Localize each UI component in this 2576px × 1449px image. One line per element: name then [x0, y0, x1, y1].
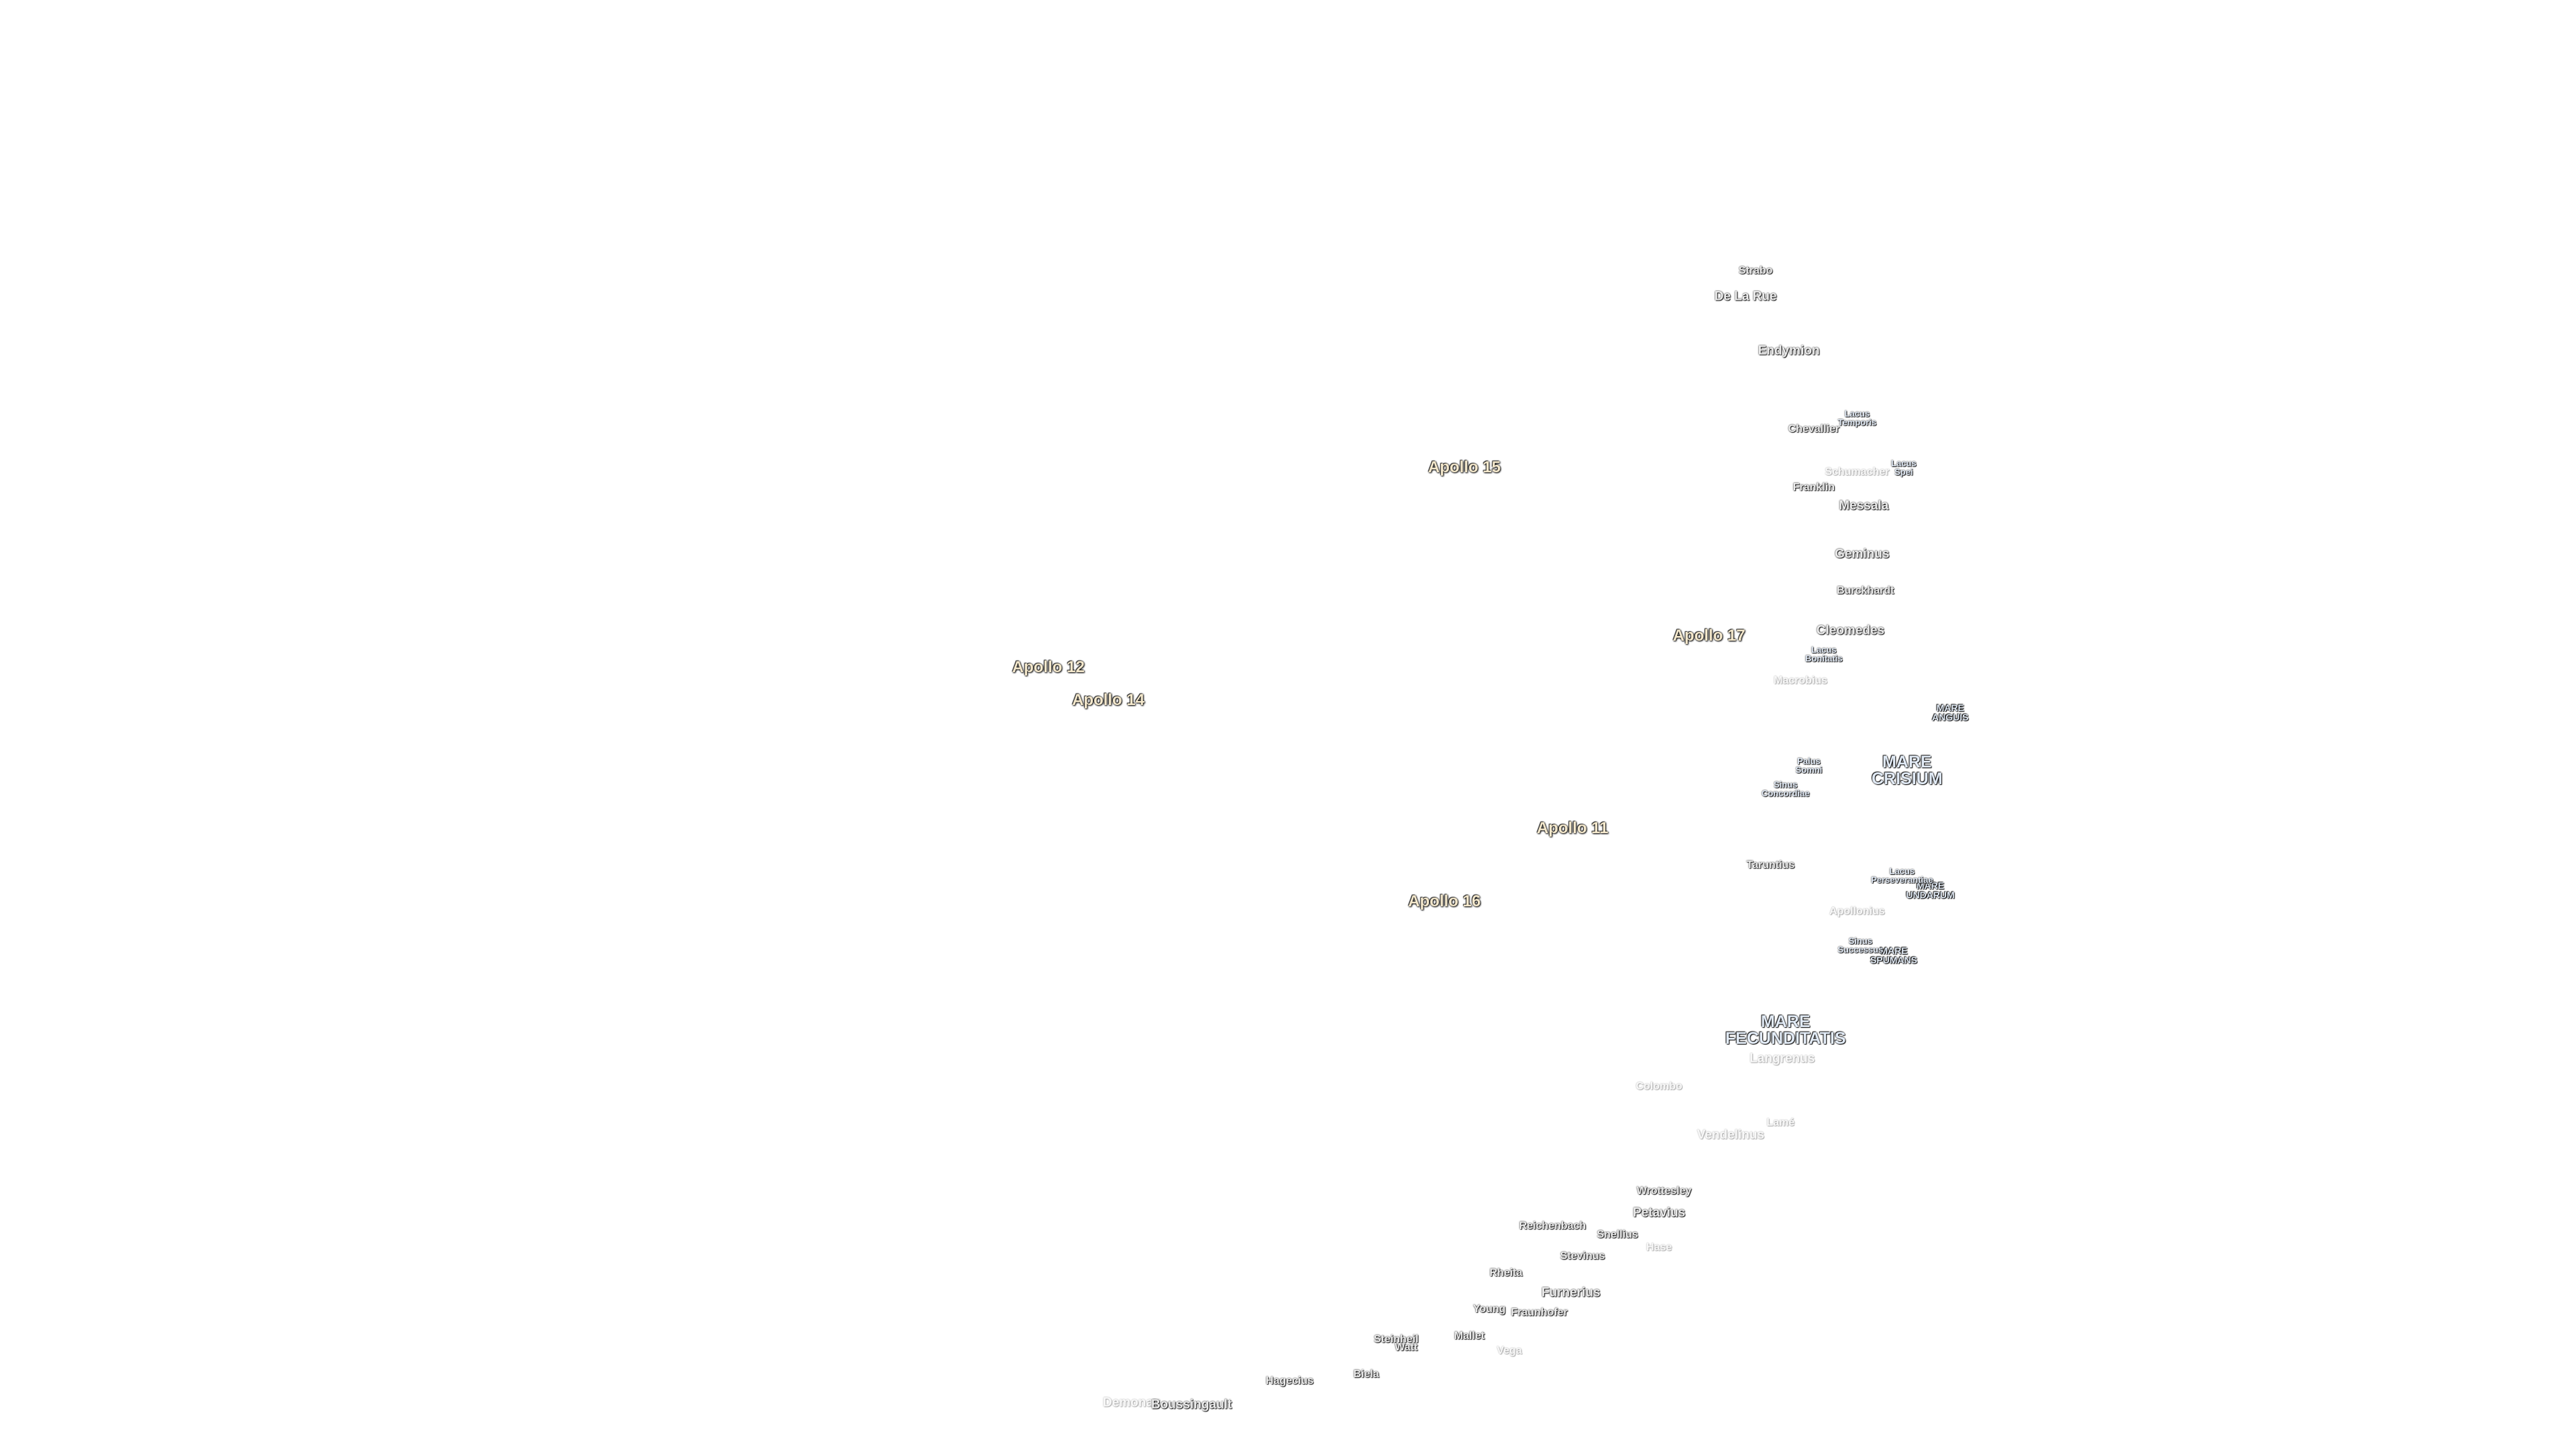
lake-label: Sinus Successus [1837, 935, 1884, 955]
lake-label: Lacus Perseverantiae [1871, 865, 1933, 885]
apollo-site-label: Apollo 17 [1672, 626, 1746, 645]
crater-label: Vega [1497, 1345, 1522, 1357]
crater-label: Geminus [1835, 547, 1890, 561]
crater-label: Burckhardt [1837, 584, 1894, 596]
crater-label: Reichenbach [1519, 1220, 1587, 1232]
crater-label: Lamé [1766, 1117, 1795, 1129]
crater-label: Schumacher [1825, 466, 1890, 478]
apollo-site-label: Apollo 12 [1012, 657, 1085, 676]
crater-label: Wrottesley [1636, 1185, 1692, 1197]
mare-label: MARE UNDARUM [1906, 880, 1955, 901]
crater-label: Petavius [1633, 1205, 1686, 1220]
mare-label: MARE FECUNDITATIS [1725, 1012, 1846, 1048]
crater-label: Biela [1353, 1368, 1379, 1380]
crater-label: Franklin [1792, 481, 1835, 493]
crater-label: Vendelinus [1697, 1128, 1764, 1142]
apollo-site-label: Apollo 14 [1072, 691, 1145, 710]
crater-label: Langrenus [1750, 1051, 1815, 1066]
crater-label: Chevallier [1788, 423, 1840, 435]
crater-label: Endymion [1758, 343, 1820, 358]
crater-label: Mallet [1454, 1330, 1485, 1342]
crater-label: Macrobius [1774, 674, 1828, 686]
crater-label: Cleomedes [1816, 623, 1885, 638]
crater-label: De La Rue [1714, 289, 1777, 304]
apollo-site-label: Apollo 15 [1428, 458, 1501, 477]
crater-label: Hase [1646, 1242, 1672, 1254]
crater-label: Fraunhofer [1511, 1307, 1568, 1319]
crater-label: Young [1472, 1303, 1506, 1316]
lake-label: Lacus Spei [1891, 458, 1917, 478]
crater-label: Messala [1839, 498, 1889, 513]
apollo-site-label: Apollo 16 [1408, 892, 1481, 911]
mare-label: MARE SPUMANS [1870, 945, 1917, 965]
mare-label: MARE ANGUIS [1932, 702, 1969, 722]
crater-label: Taruntius [1746, 859, 1795, 871]
crater-label: Rheita [1489, 1267, 1523, 1279]
lake-label: Lacus Bonitatis [1805, 644, 1843, 663]
crater-label: Snellius [1597, 1228, 1638, 1240]
crater-label: Strabo [1738, 265, 1773, 277]
crater-label: Demonax [1103, 1395, 1161, 1410]
crater-label: Stevinus [1560, 1250, 1605, 1262]
crater-label: Colombo [1635, 1080, 1682, 1092]
apollo-site-label: Apollo 11 [1536, 819, 1609, 838]
mare-label: MARE CRISIUM [1872, 752, 1943, 788]
lake-label: Lacus Temporis [1837, 408, 1877, 427]
lake-label: Palus Somni [1795, 756, 1823, 775]
crater-label: Steinheil [1373, 1333, 1419, 1345]
crater-label: Hagecius [1265, 1375, 1314, 1387]
crater-label: Boussingault [1150, 1397, 1232, 1412]
crater-label: Watt [1395, 1342, 1418, 1354]
lake-label: Sinus Concordiae [1761, 779, 1810, 798]
crater-label: Furnerius [1541, 1285, 1601, 1300]
crater-label: Apollonius [1829, 906, 1885, 918]
